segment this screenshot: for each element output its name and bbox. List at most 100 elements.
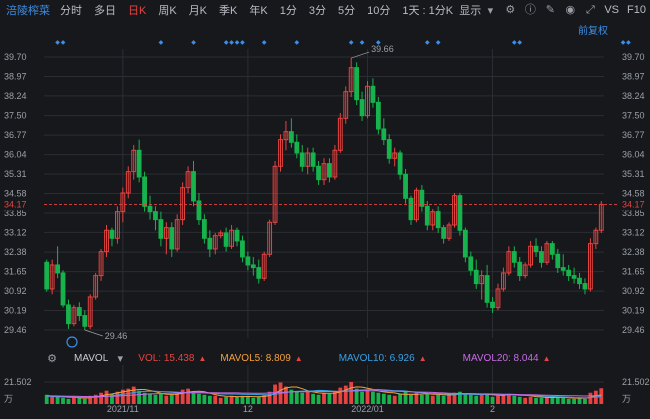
candle[interactable] <box>354 67 360 101</box>
candle[interactable] <box>528 245 534 266</box>
volume-bar[interactable] <box>338 387 343 404</box>
tab-1min[interactable]: 1分 <box>279 5 297 17</box>
candle[interactable] <box>98 251 104 277</box>
tab-month-k[interactable]: 月K <box>188 5 208 17</box>
candle[interactable] <box>87 296 93 327</box>
candle[interactable] <box>435 211 441 229</box>
volume-bar[interactable] <box>376 392 381 404</box>
candle[interactable] <box>93 275 99 298</box>
candle[interactable] <box>332 149 338 178</box>
volume-bar[interactable] <box>365 389 370 404</box>
volume-bar[interactable] <box>436 394 441 404</box>
candle[interactable] <box>44 261 50 290</box>
volume-bar[interactable] <box>485 393 490 404</box>
candle[interactable] <box>533 245 539 253</box>
candle[interactable] <box>147 205 153 213</box>
candle[interactable] <box>283 131 289 141</box>
volume-bar[interactable] <box>322 392 326 404</box>
candle[interactable] <box>522 264 528 277</box>
candle[interactable] <box>473 269 479 285</box>
candle[interactable] <box>365 85 370 117</box>
volume-bar[interactable] <box>327 393 332 404</box>
candle[interactable] <box>490 301 495 309</box>
gear-icon[interactable]: ⚙ <box>47 352 57 365</box>
candle[interactable] <box>419 189 425 207</box>
volume-bar[interactable] <box>354 388 359 404</box>
volume-bar[interactable] <box>186 388 190 404</box>
candle[interactable] <box>229 229 234 247</box>
volume-bar[interactable] <box>398 393 403 404</box>
tab-year-k[interactable]: 年K <box>249 5 268 17</box>
volume-bar[interactable] <box>66 398 71 404</box>
candle[interactable] <box>506 251 512 274</box>
candle[interactable] <box>196 200 202 221</box>
volume-bar[interactable] <box>148 393 152 404</box>
candle[interactable] <box>560 267 566 271</box>
candle[interactable] <box>261 253 267 279</box>
volume-bar[interactable] <box>72 396 76 404</box>
volume-bar[interactable] <box>496 395 500 404</box>
candle[interactable] <box>218 232 224 237</box>
volume-bar[interactable] <box>447 394 451 404</box>
candle[interactable] <box>566 269 572 277</box>
volume-bar[interactable] <box>294 391 299 404</box>
volume-bar[interactable] <box>191 392 196 404</box>
volume-bar[interactable] <box>77 397 82 404</box>
volume-bar[interactable] <box>512 395 517 404</box>
volume-bar[interactable] <box>577 397 582 404</box>
volume-bar[interactable] <box>180 389 185 404</box>
candle[interactable] <box>588 243 593 290</box>
volume-bar[interactable] <box>110 393 114 404</box>
volume-bar[interactable] <box>555 396 560 404</box>
candle[interactable] <box>452 195 457 226</box>
candle[interactable] <box>267 221 273 255</box>
candle[interactable] <box>185 171 191 189</box>
candle[interactable] <box>582 283 588 290</box>
candle[interactable] <box>544 243 550 263</box>
candle[interactable] <box>82 315 88 327</box>
candle[interactable] <box>191 171 196 202</box>
candle[interactable] <box>169 227 175 250</box>
candle[interactable] <box>49 264 55 290</box>
settings-icon[interactable]: ⚙ <box>505 4 516 16</box>
volume-bar[interactable] <box>490 396 495 404</box>
candle[interactable] <box>511 251 517 263</box>
candle[interactable] <box>441 227 447 239</box>
candle[interactable] <box>223 232 229 247</box>
candle[interactable] <box>294 141 300 154</box>
candle[interactable] <box>555 253 561 269</box>
draw-icon[interactable]: ✎ <box>545 4 555 16</box>
candle[interactable] <box>370 85 376 103</box>
volume-bar[interactable] <box>316 394 321 404</box>
candle[interactable] <box>501 272 506 290</box>
candle[interactable] <box>288 131 294 143</box>
candle[interactable] <box>120 192 126 213</box>
volume-bar[interactable] <box>425 393 430 404</box>
candle[interactable] <box>316 165 321 181</box>
volume-bar[interactable] <box>44 394 49 404</box>
candle[interactable] <box>240 240 245 258</box>
zoom-icon[interactable] <box>66 336 78 348</box>
volume-bar[interactable] <box>82 398 87 404</box>
candle[interactable] <box>153 211 158 221</box>
candle[interactable] <box>446 224 452 239</box>
volume-bar[interactable] <box>50 396 55 404</box>
volume-bar[interactable] <box>409 394 413 404</box>
candle[interactable] <box>571 275 577 279</box>
volume-bar[interactable] <box>349 382 354 404</box>
tab-custom-period[interactable]: 1天 : 1分K <box>402 5 454 17</box>
candle[interactable] <box>55 264 60 274</box>
volume-bar[interactable] <box>289 389 294 404</box>
candle[interactable] <box>375 101 381 130</box>
fullscreen-icon[interactable]: ⤢ <box>585 4 595 16</box>
candle[interactable] <box>234 229 240 242</box>
candle[interactable] <box>278 139 283 167</box>
candle[interactable] <box>207 237 213 250</box>
volume-bar[interactable] <box>403 391 408 404</box>
volume-bar[interactable] <box>115 391 120 404</box>
volume-bar[interactable] <box>137 390 142 404</box>
candle[interactable] <box>250 264 256 269</box>
volume-bar[interactable] <box>164 395 169 404</box>
volume-bar[interactable] <box>588 392 593 404</box>
tab-5min[interactable]: 5分 <box>337 5 356 17</box>
